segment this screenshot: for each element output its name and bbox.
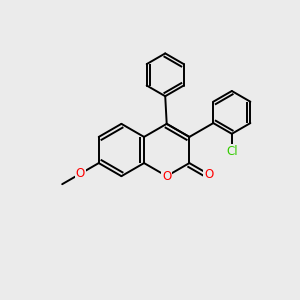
Text: O: O [162,170,171,183]
Text: O: O [204,168,213,181]
Text: Cl: Cl [226,145,238,158]
Text: O: O [76,167,85,180]
